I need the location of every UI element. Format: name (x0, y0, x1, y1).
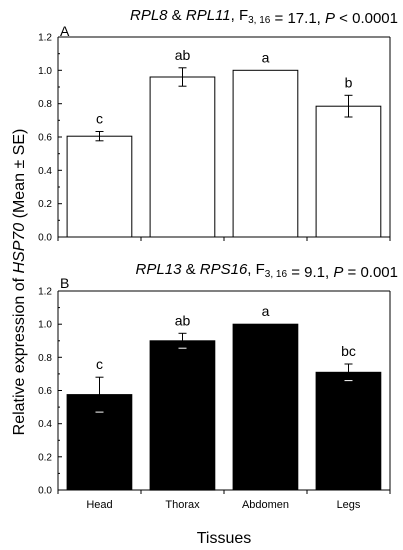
y-tick-label: 0.8 (38, 99, 52, 110)
y-tick-label: 0.6 (38, 386, 52, 397)
y-tick-label: 1.2 (38, 287, 52, 298)
significance-label: ab (175, 312, 191, 328)
y-tick-label: 1.2 (38, 33, 52, 44)
bar-legs (315, 371, 382, 491)
y-tick-label: 0.2 (38, 452, 52, 463)
panel-letter: A (60, 23, 70, 39)
y-tick-label: 1.0 (38, 320, 52, 331)
bar-thorax (149, 340, 216, 491)
bar-thorax (149, 76, 216, 238)
y-axis-title: Relative expression of HSP70 (Mean ± SE) (11, 129, 28, 436)
y-tick-label: 0.8 (38, 353, 52, 364)
significance-label: c (96, 356, 103, 372)
y-tick-label: 0.4 (38, 419, 52, 430)
panel-title: RPL13 & RPS16, F3, 16 = 9.1, P = 0.001 (136, 261, 398, 281)
y-tick-label: 1.0 (38, 66, 52, 77)
significance-label: a (262, 303, 270, 319)
panel-letter: B (60, 275, 69, 291)
significance-label: c (96, 111, 103, 127)
x-axis-title: Tissues (197, 530, 252, 547)
category-label: Head (86, 499, 112, 511)
y-tick-label: 0.0 (38, 486, 52, 497)
significance-label: ab (175, 47, 191, 63)
bar-legs (315, 105, 382, 238)
y-tick-label: 0.4 (38, 166, 52, 177)
bar-abdomen (232, 69, 299, 238)
category-label: Abdomen (242, 499, 289, 511)
y-tick-label: 0.2 (38, 199, 52, 210)
significance-label: a (262, 49, 270, 65)
category-label: Legs (337, 499, 361, 511)
category-label: Thorax (165, 499, 200, 511)
y-tick-label: 0.0 (38, 233, 52, 244)
significance-label: bc (341, 343, 356, 359)
bar-head (66, 135, 133, 238)
significance-label: b (345, 74, 353, 90)
panel-title: RPL8 & RPL11, F3, 16 = 17.1, P < 0.0001 (130, 7, 398, 27)
bar-abdomen (232, 323, 299, 491)
y-tick-label: 0.6 (38, 133, 52, 144)
